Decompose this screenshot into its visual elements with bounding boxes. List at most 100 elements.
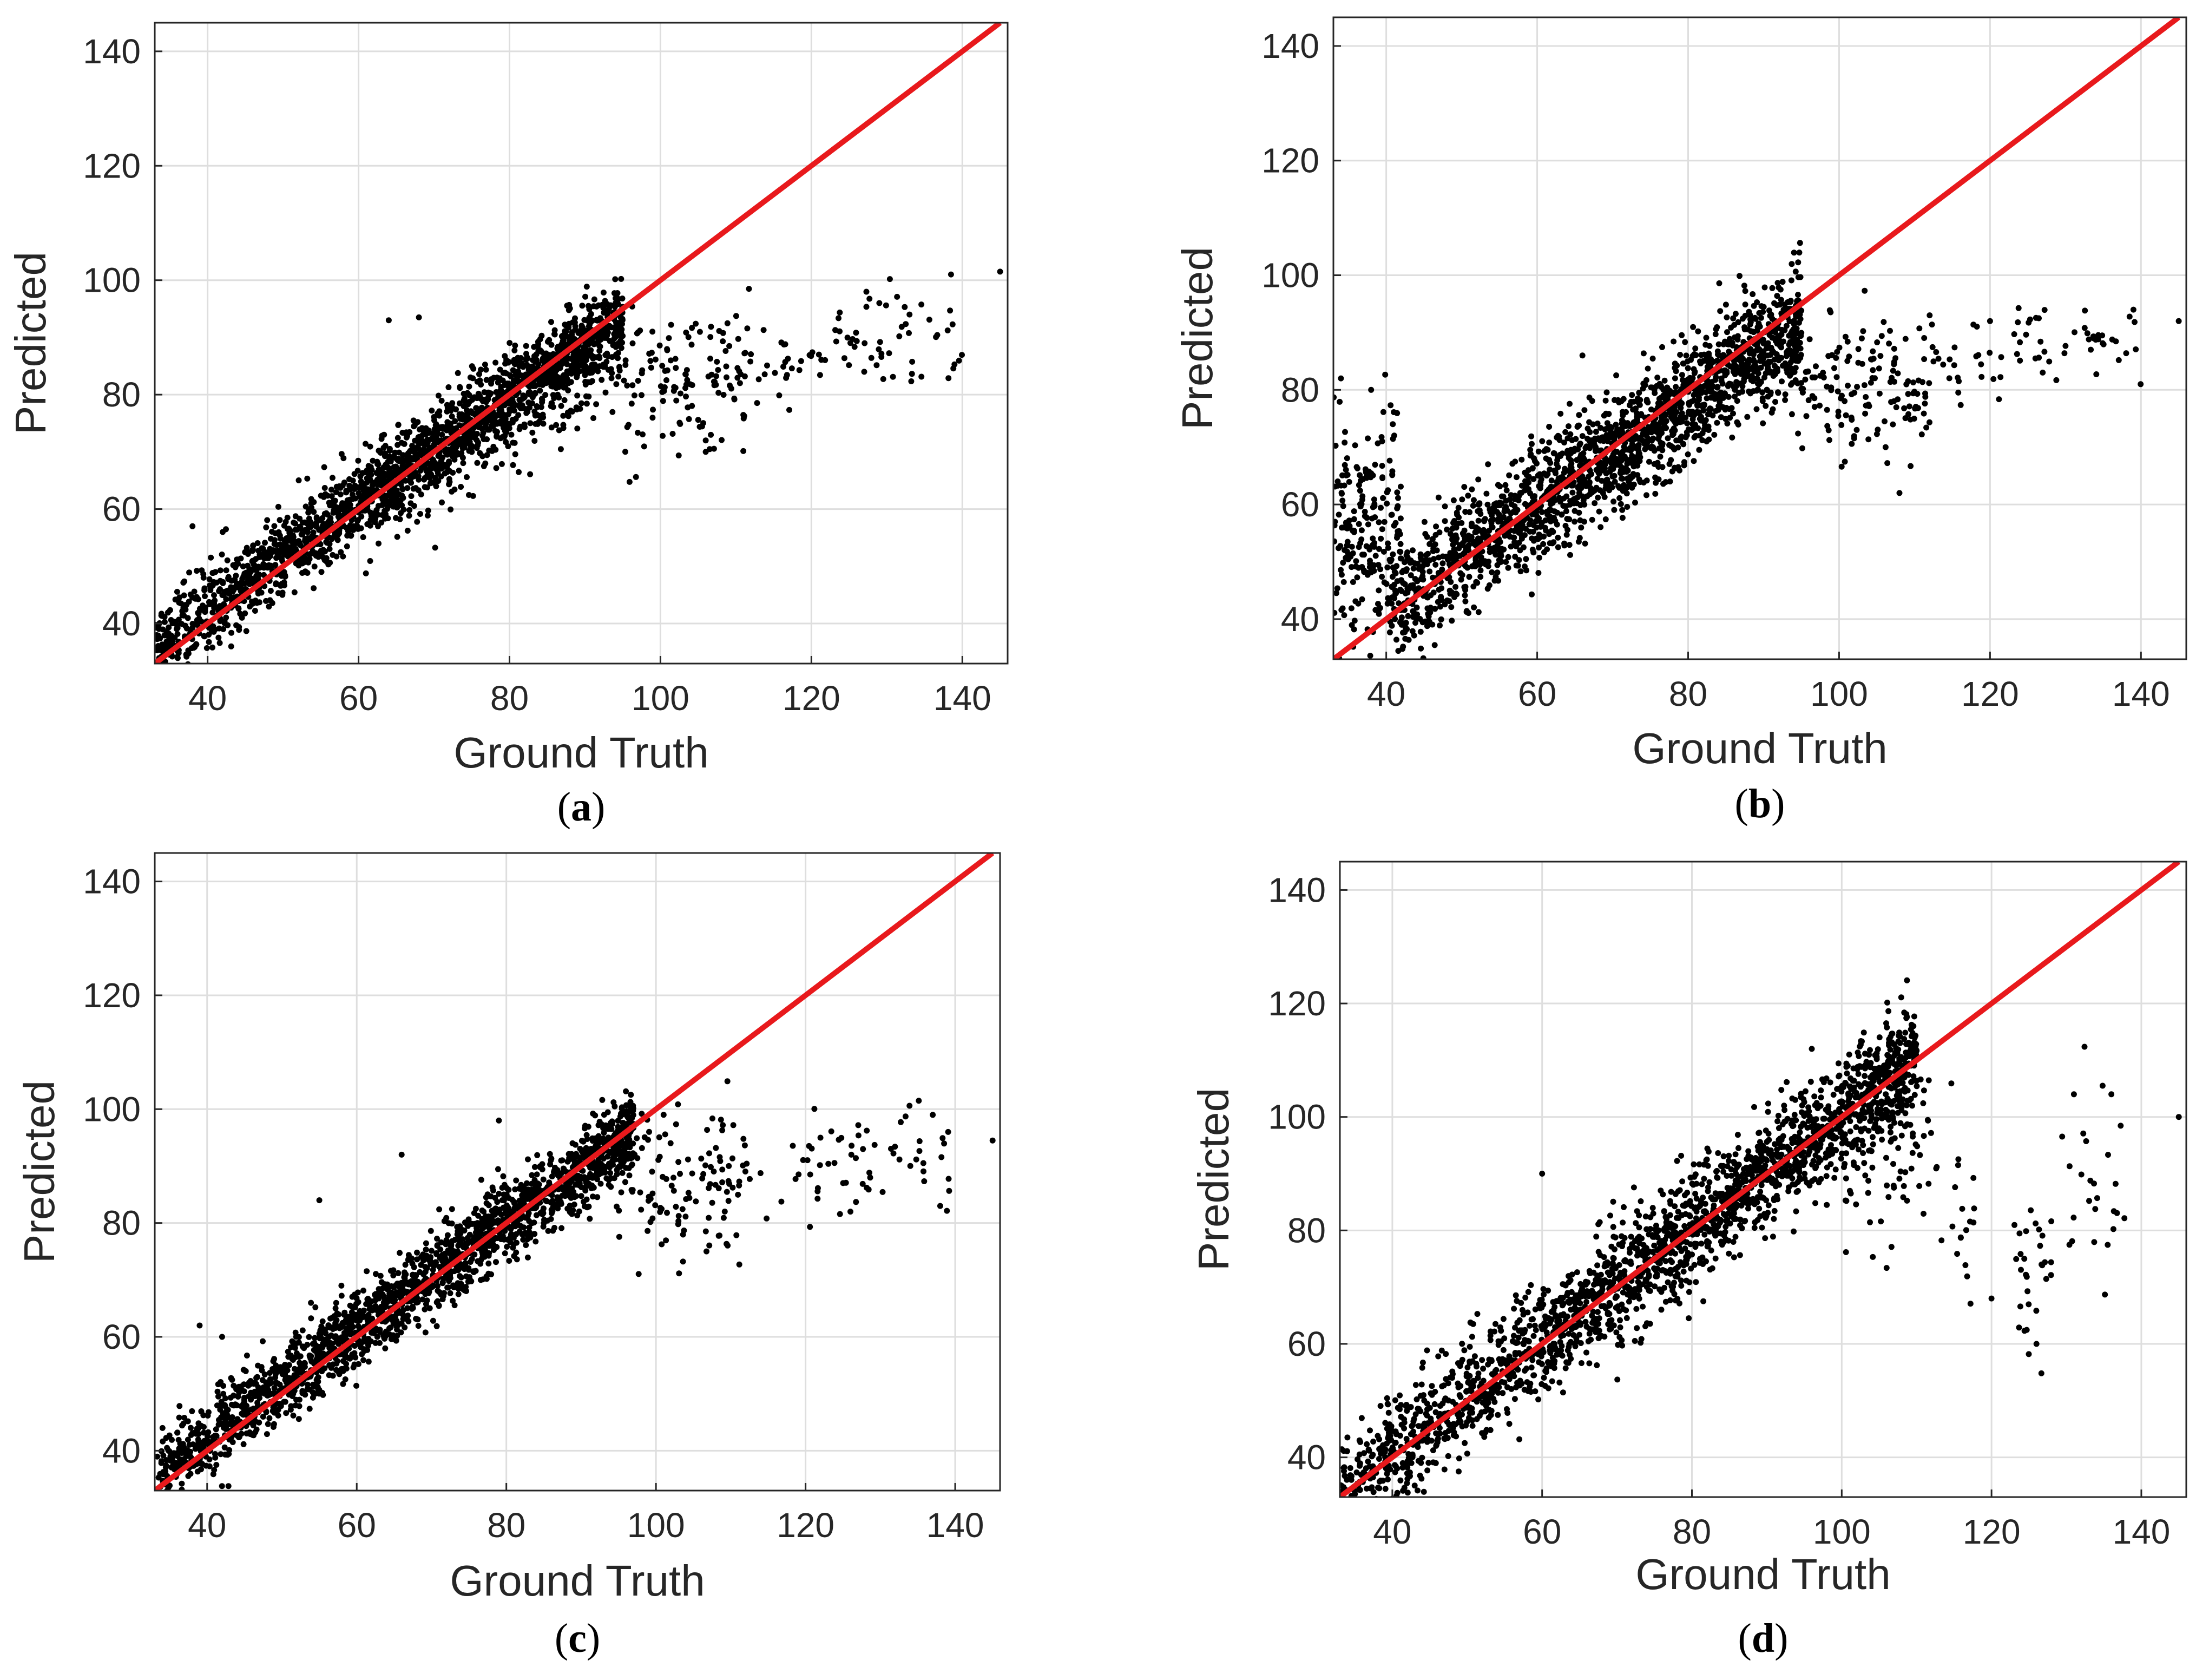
- data-point: [1791, 250, 1797, 256]
- data-point: [238, 555, 244, 562]
- data-point: [1437, 622, 1443, 629]
- data-point: [1844, 338, 1851, 345]
- data-point: [199, 567, 205, 574]
- data-point: [1503, 559, 1509, 565]
- data-point: [324, 493, 331, 499]
- data-point: [341, 480, 347, 485]
- data-point: [1352, 598, 1359, 605]
- data-point: [478, 366, 484, 373]
- data-point: [221, 601, 227, 607]
- data-point: [1671, 446, 1678, 452]
- data-point: [2061, 350, 2068, 357]
- data-point: [883, 302, 889, 309]
- data-point: [1394, 578, 1401, 585]
- data-point: [313, 514, 320, 521]
- data-point: [1544, 447, 1551, 453]
- data-point: [220, 1390, 227, 1397]
- data-point: [1842, 458, 1848, 465]
- data-point: [1536, 554, 1542, 561]
- data-point: [266, 603, 272, 610]
- data-point: [490, 443, 497, 450]
- data-point: [540, 411, 546, 418]
- data-point: [851, 344, 858, 350]
- data-point: [1429, 621, 1436, 628]
- data-point: [1356, 521, 1362, 527]
- data-point: [1564, 435, 1571, 442]
- data-point: [1666, 461, 1673, 467]
- data-point: [1348, 605, 1355, 612]
- data-point: [1773, 338, 1779, 344]
- data-point: [551, 331, 557, 337]
- data-point: [1783, 323, 1790, 329]
- data-point: [512, 451, 518, 457]
- data-point: [200, 574, 207, 581]
- data-point: [403, 431, 409, 437]
- data-point: [1759, 389, 1766, 396]
- data-point: [327, 502, 333, 509]
- data-point: [202, 607, 208, 613]
- data-point: [1487, 546, 1493, 552]
- data-point: [1851, 433, 1857, 439]
- data-point: [1796, 250, 1803, 256]
- data-point: [271, 537, 278, 543]
- data-point: [1797, 240, 1803, 246]
- data-point: [1339, 497, 1346, 504]
- data-point: [1467, 509, 1473, 515]
- data-point: [457, 416, 464, 422]
- data-point: [1585, 474, 1592, 480]
- data-point: [784, 372, 790, 378]
- data-point: [1717, 308, 1724, 314]
- data-point: [1547, 466, 1553, 472]
- y-tick-label: 40: [1281, 600, 1319, 639]
- data-point: [1824, 406, 1830, 413]
- data-point: [833, 338, 839, 345]
- data-point: [1731, 321, 1738, 328]
- data-point: [1372, 514, 1378, 521]
- data-point: [207, 585, 214, 592]
- data-point: [340, 455, 347, 462]
- data-point: [1729, 434, 1735, 441]
- data-point: [2109, 336, 2115, 343]
- data-point: [1462, 592, 1468, 599]
- data-point: [1424, 561, 1430, 568]
- data-point: [444, 402, 450, 408]
- data-point: [511, 439, 518, 446]
- data-point: [1793, 325, 1800, 332]
- data-point: [1384, 600, 1391, 607]
- data-point: [1390, 436, 1396, 442]
- data-point: [1862, 410, 1869, 417]
- data-point: [1352, 442, 1358, 449]
- data-point: [2015, 305, 2022, 311]
- data-point: [481, 463, 487, 469]
- data-point: [1567, 501, 1573, 508]
- data-point: [1787, 349, 1794, 356]
- data-point: [463, 440, 470, 447]
- data-point: [1589, 516, 1595, 523]
- data-point: [1342, 439, 1348, 446]
- data-point: [868, 355, 875, 361]
- data-point: [1648, 423, 1655, 430]
- data-point: [379, 501, 386, 508]
- data-point: [1418, 556, 1424, 563]
- data-point: [502, 370, 508, 376]
- data-point: [1379, 463, 1385, 469]
- data-point: [398, 439, 405, 446]
- data-point: [613, 328, 619, 334]
- data-point: [1421, 519, 1428, 525]
- data-point: [731, 395, 738, 402]
- data-point: [2037, 338, 2044, 345]
- data-point: [1610, 454, 1616, 460]
- data-point: [1473, 524, 1480, 530]
- data-point: [720, 338, 726, 345]
- data-point: [591, 296, 597, 303]
- data-point: [1635, 443, 1642, 450]
- data-point: [404, 485, 411, 491]
- data-point: [1529, 591, 1535, 598]
- data-point: [1703, 334, 1710, 341]
- data-point: [1759, 395, 1766, 402]
- data-point: [1739, 316, 1746, 322]
- data-point: [1737, 273, 1743, 279]
- data-point: [1568, 457, 1574, 464]
- data-point: [684, 377, 691, 383]
- data-point: [446, 458, 452, 465]
